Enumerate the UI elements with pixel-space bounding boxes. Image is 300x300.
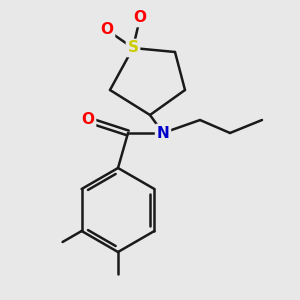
- Text: S: S: [128, 40, 139, 56]
- Text: O: O: [134, 11, 146, 26]
- Text: N: N: [157, 125, 169, 140]
- Text: O: O: [82, 112, 94, 128]
- Text: O: O: [100, 22, 113, 38]
